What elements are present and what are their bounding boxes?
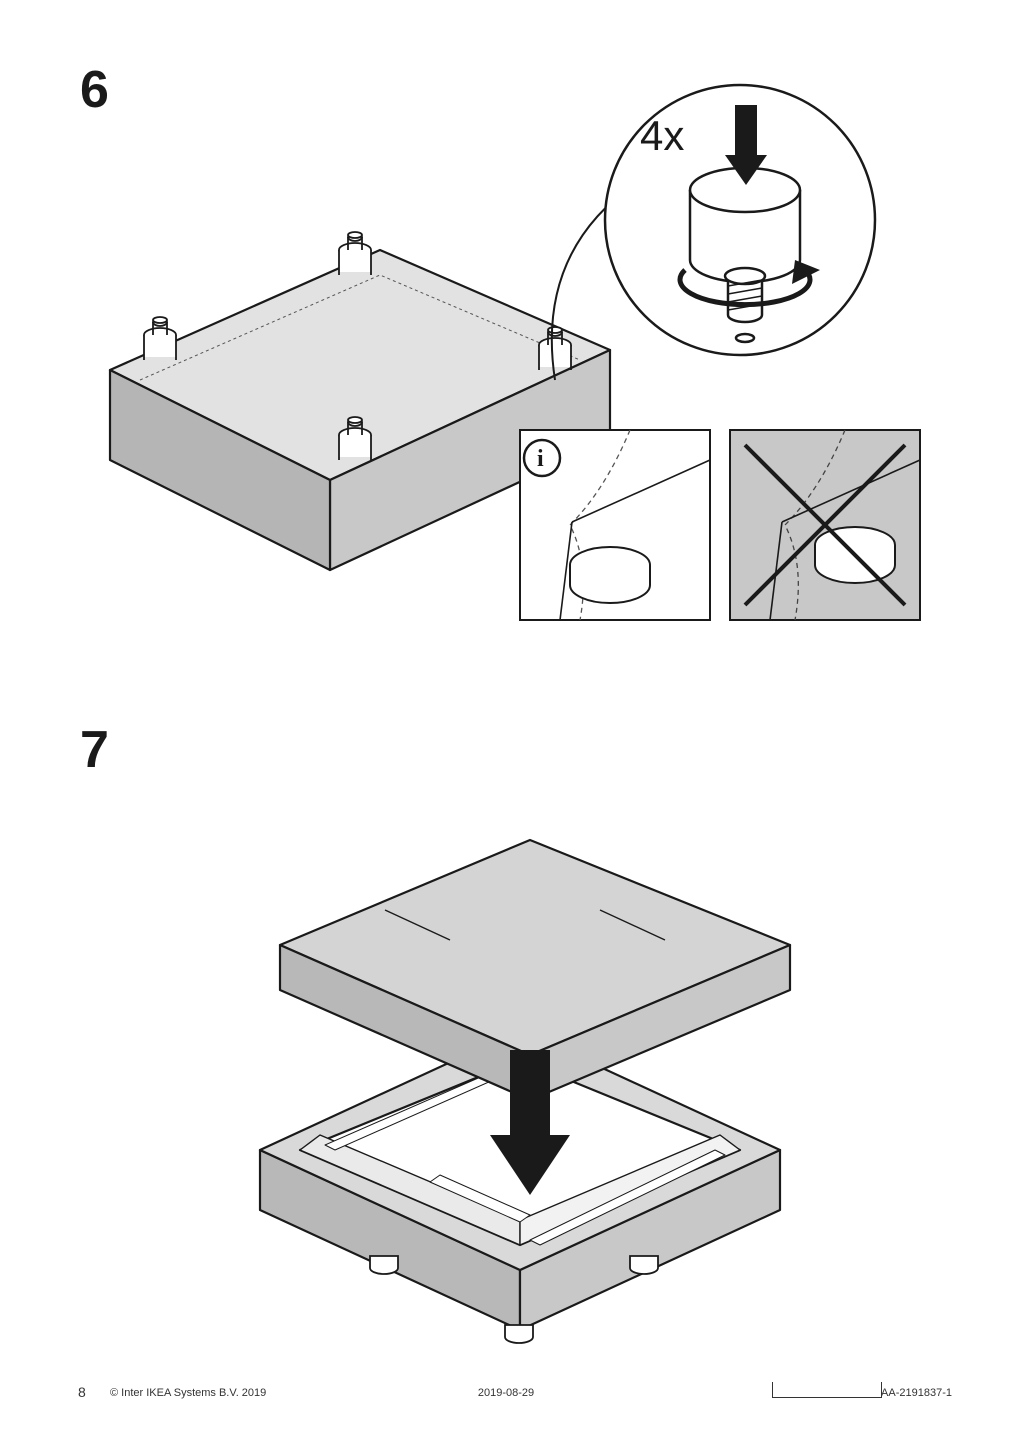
- document-reference: AA-2191837-1: [881, 1387, 952, 1399]
- info-icon: i: [537, 446, 544, 472]
- step-6-info-boxes: i: [500, 420, 940, 640]
- footer-date: 2019-08-29: [478, 1387, 534, 1399]
- copyright-text: © Inter IKEA Systems B.V. 2019: [110, 1387, 266, 1399]
- page: 6: [0, 0, 1012, 1432]
- page-footer: 8 © Inter IKEA Systems B.V. 2019 2019-08…: [0, 1384, 1012, 1404]
- step-6-callout: 4x: [530, 70, 890, 400]
- step-7-diagram: [160, 800, 860, 1360]
- footer-blank-box: [772, 1382, 882, 1398]
- step-6-number: 6: [80, 60, 109, 120]
- qty-label: 4x: [640, 112, 684, 159]
- step-7-number: 7: [80, 720, 109, 780]
- page-number: 8: [78, 1384, 86, 1400]
